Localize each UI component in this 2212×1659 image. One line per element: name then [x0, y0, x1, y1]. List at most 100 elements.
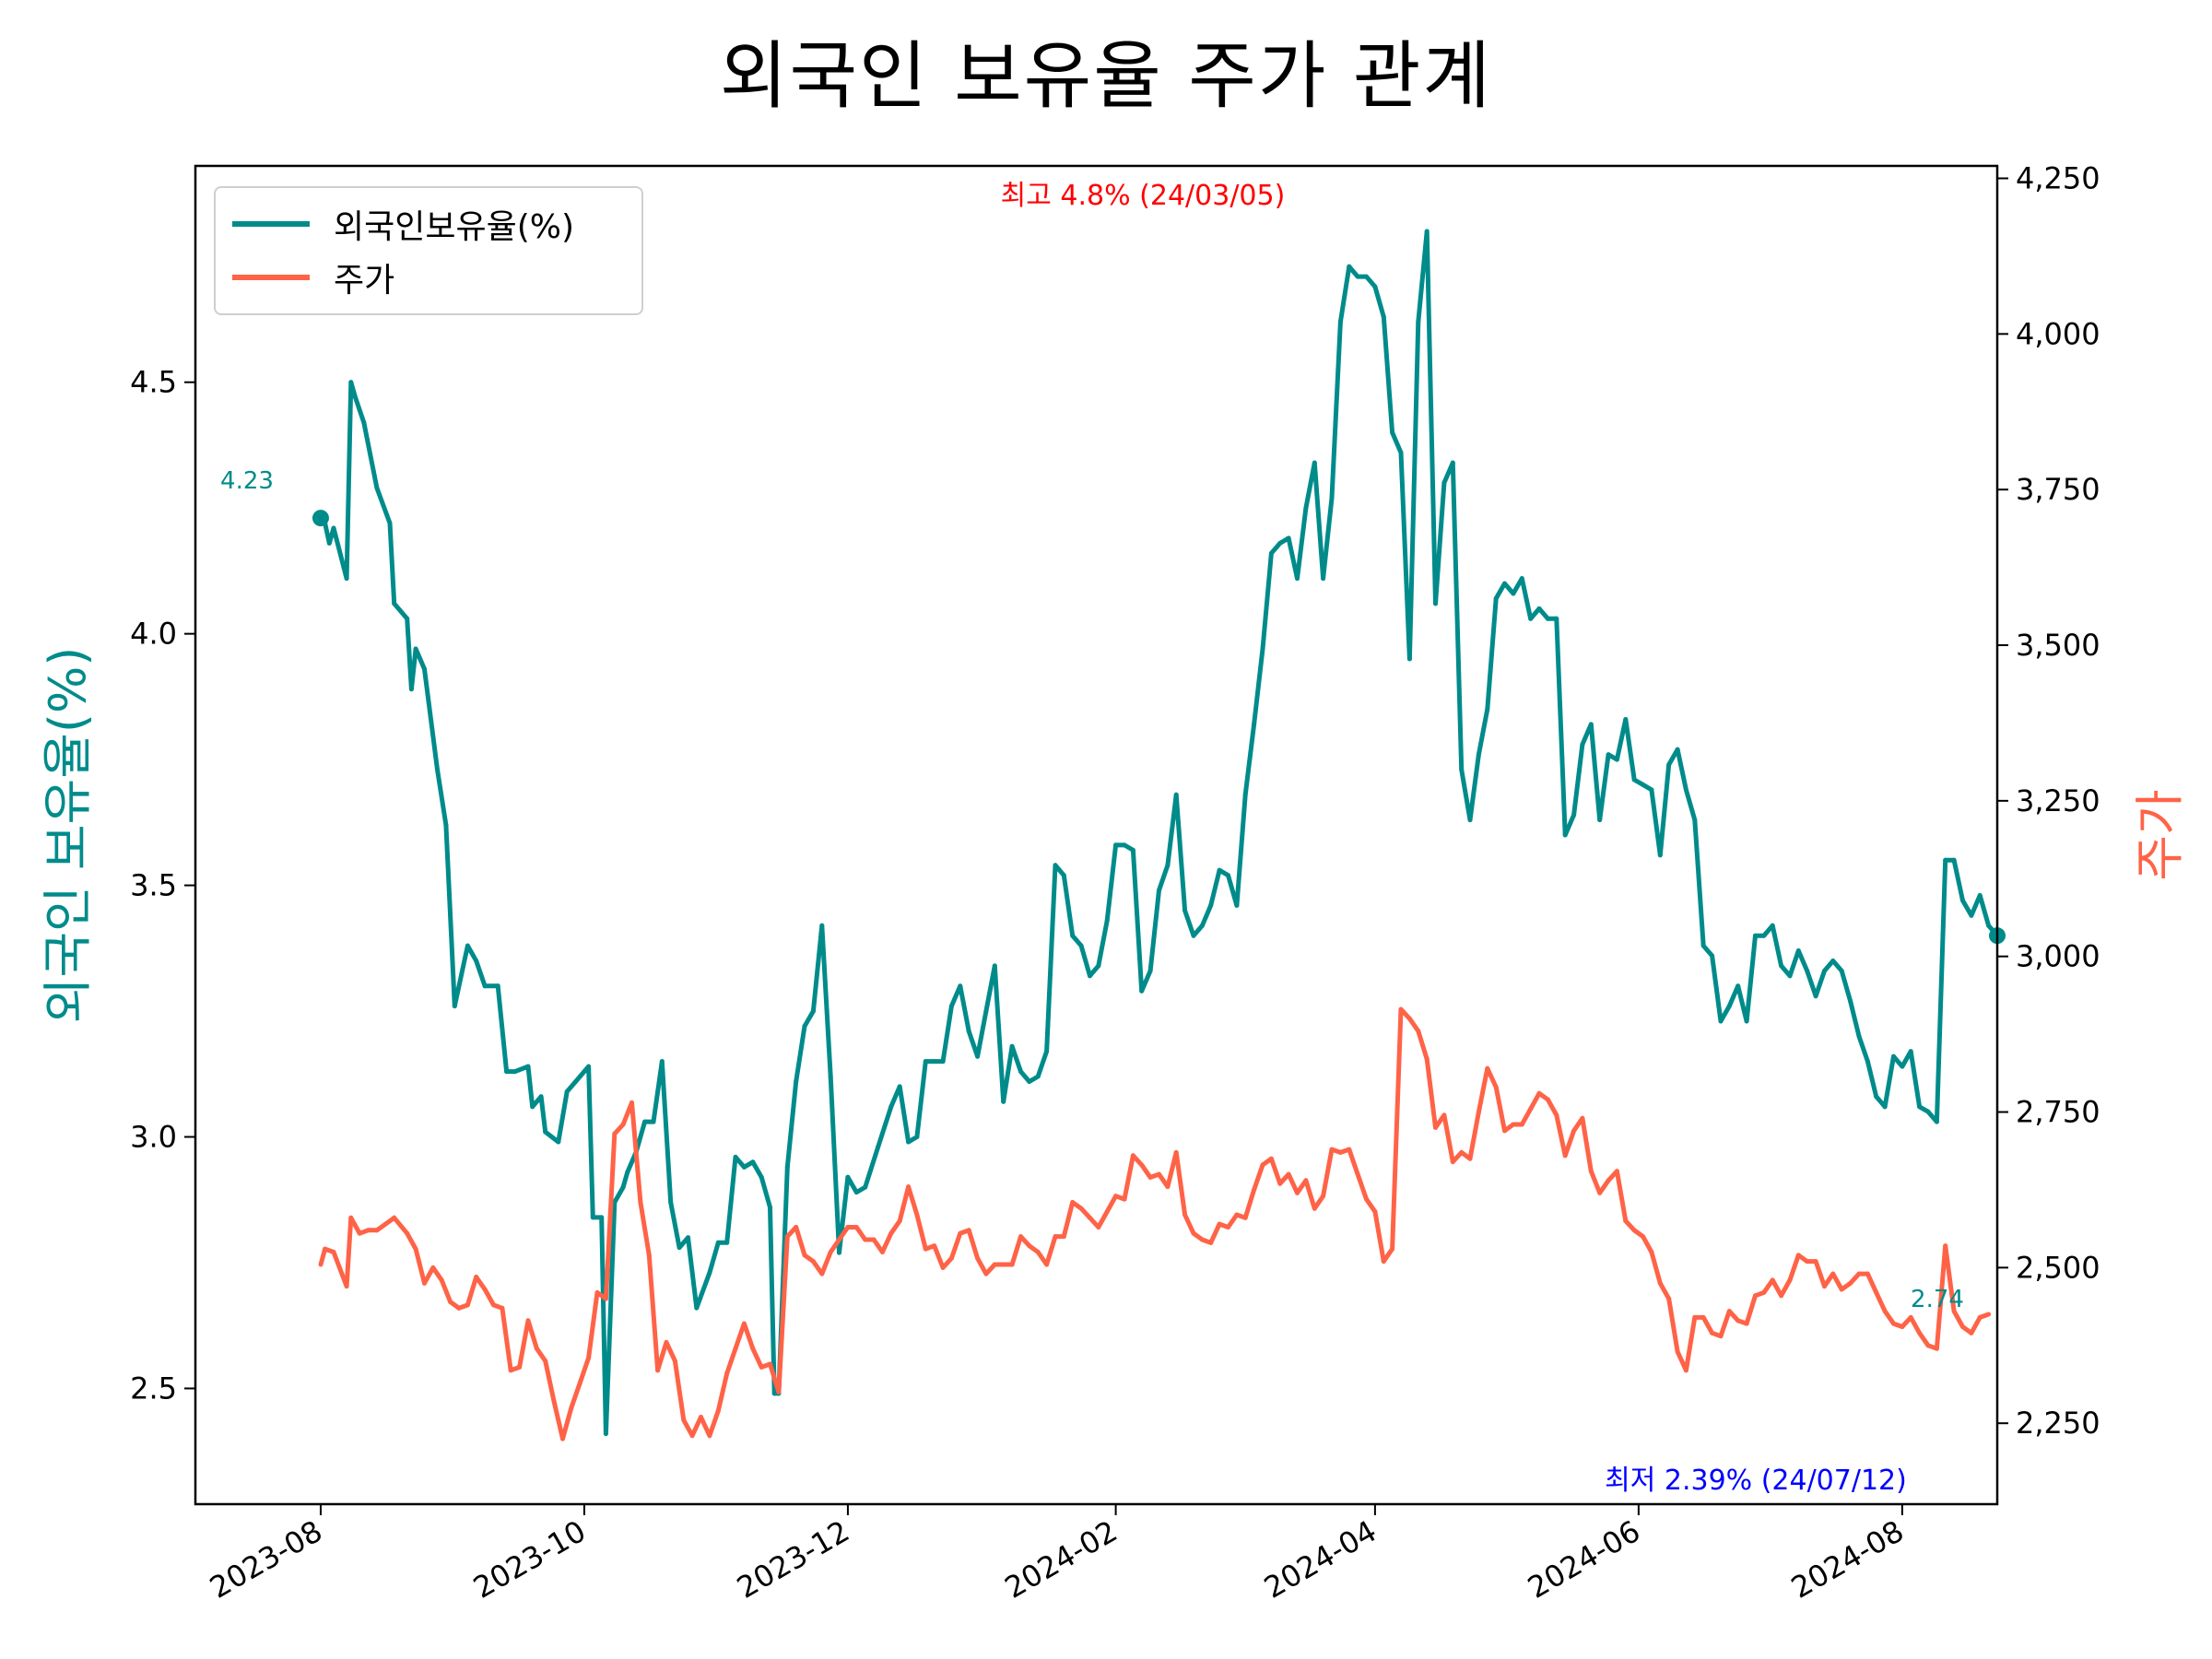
data-point-price	[1562, 1153, 1568, 1159]
data-point-price	[577, 1380, 582, 1385]
data-point-foreign-ratio	[1018, 1069, 1023, 1075]
data-point-price	[603, 1296, 608, 1301]
data-point-foreign-ratio	[1683, 787, 1688, 793]
data-point-foreign-ratio	[759, 1174, 764, 1180]
data-point-price	[724, 1371, 730, 1376]
data-point-foreign-ratio	[1459, 767, 1465, 772]
data-point-foreign-ratio	[1364, 274, 1369, 279]
data-point-foreign-ratio	[1795, 948, 1801, 953]
legend-label-foreign-ratio: 외국인보유율(%)	[334, 208, 575, 246]
data-point-foreign-ratio	[348, 380, 354, 385]
data-point-foreign-ratio	[474, 959, 479, 963]
data-point-price	[1744, 1321, 1749, 1326]
y-right-tick-label: 3,500	[2016, 628, 2100, 663]
data-point-price	[1321, 1194, 1326, 1199]
data-point-price	[1303, 1178, 1309, 1183]
data-point-foreign-ratio	[495, 983, 500, 989]
data-point-foreign-ratio	[1424, 229, 1430, 234]
axis-layer: 2023-08 2023-10 2023-12 2024-02 2024-04 2024-…	[130, 161, 2100, 1606]
data-point-price	[1459, 1149, 1465, 1155]
data-point-price	[422, 1280, 427, 1286]
data-point-foreign-ratio	[1960, 898, 1965, 903]
data-point-foreign-ratio	[1303, 505, 1309, 511]
data-point-price	[828, 1250, 833, 1254]
data-point-price	[366, 1228, 371, 1233]
data-point-price	[525, 1318, 531, 1324]
data-point-foreign-ratio	[405, 616, 410, 621]
data-point-foreign-ratio	[651, 1119, 656, 1124]
data-point-price	[629, 1100, 634, 1105]
data-point-price	[1830, 1271, 1836, 1277]
y-left-tick-label: 2.5	[130, 1371, 177, 1406]
data-point-foreign-ratio	[435, 767, 440, 772]
data-point-price	[759, 1364, 764, 1370]
y-left-tick-label: 3.0	[130, 1120, 177, 1155]
data-point-price	[1208, 1240, 1214, 1245]
data-point-price	[1891, 1321, 1896, 1326]
data-point-price	[1139, 1162, 1145, 1168]
data-point-price	[1848, 1280, 1853, 1286]
data-point-foreign-ratio	[1675, 747, 1680, 752]
chart-title: 외국인 보유율 주가 관계	[719, 33, 1493, 119]
data-point-price	[543, 1359, 548, 1364]
data-point-price	[1217, 1221, 1222, 1227]
data-point-price	[1009, 1262, 1015, 1267]
data-point-price	[1606, 1178, 1611, 1183]
data-point-foreign-ratio	[603, 1431, 608, 1437]
legend-label-price: 주가	[334, 262, 395, 300]
y-axis-right-label: 주가	[2131, 789, 2189, 880]
y-right-tick-label: 2,750	[2016, 1095, 2100, 1130]
data-point-price	[612, 1131, 618, 1136]
data-point-price	[1372, 1209, 1378, 1215]
end-value-label: 2.74	[1911, 1286, 1964, 1313]
data-point-price	[1692, 1314, 1698, 1320]
data-point-price	[1260, 1162, 1265, 1168]
data-point-foreign-ratio	[1606, 752, 1611, 758]
data-point-price	[948, 1255, 954, 1261]
data-point-foreign-ratio	[1934, 1119, 1939, 1124]
data-point-foreign-ratio	[1657, 853, 1663, 858]
data-point-foreign-ratio	[1147, 968, 1153, 973]
y-left-tick-label: 4.0	[130, 617, 177, 652]
data-point-foreign-ratio	[1554, 616, 1559, 621]
data-point-foreign-ratio	[914, 1135, 920, 1139]
y-axis-left-label: 외국인 보유율(%)	[39, 647, 97, 1024]
y-right-tick-label: 2,500	[2016, 1250, 2100, 1285]
data-point-price	[906, 1184, 912, 1190]
data-point-price	[1623, 1218, 1629, 1224]
data-point-foreign-ratio	[1925, 1109, 1931, 1114]
data-point-price	[733, 1346, 738, 1351]
data-point-price	[1822, 1284, 1827, 1289]
data-point-foreign-ratio	[802, 1023, 807, 1029]
data-point-price	[750, 1346, 756, 1351]
data-point-foreign-ratio	[1761, 933, 1767, 938]
start-value-label: 4.23	[220, 467, 274, 495]
data-point-price	[1856, 1271, 1862, 1277]
data-point-price	[1476, 1110, 1481, 1114]
data-point-price	[1113, 1194, 1119, 1199]
data-point-foreign-ratio	[1208, 902, 1214, 908]
data-point-foreign-ratio	[1416, 319, 1421, 324]
data-point-price	[1018, 1234, 1023, 1240]
data-point-foreign-ratio	[1009, 1043, 1015, 1049]
data-point-price	[1718, 1334, 1724, 1339]
data-point-price	[1390, 1246, 1395, 1252]
data-point-price	[1450, 1159, 1455, 1165]
data-point-foreign-ratio	[1088, 973, 1092, 979]
data-point-price	[344, 1284, 349, 1289]
data-point-price	[776, 1389, 782, 1394]
data-point-foreign-ratio	[1157, 888, 1161, 893]
data-point-price	[1173, 1149, 1179, 1155]
data-point-price	[1070, 1200, 1076, 1205]
data-point-foreign-ratio	[1951, 857, 1957, 863]
data-point-foreign-ratio	[538, 1094, 544, 1100]
data-point-price	[1493, 1085, 1499, 1089]
data-point-price	[1900, 1324, 1905, 1329]
data-point-price	[1441, 1112, 1447, 1118]
data-point-foreign-ratio	[1614, 757, 1619, 762]
data-point-foreign-ratio	[1649, 787, 1654, 793]
data-point-price	[1795, 1253, 1801, 1258]
data-point-price	[1977, 1314, 1983, 1320]
data-point-foreign-ratio	[1433, 601, 1438, 606]
